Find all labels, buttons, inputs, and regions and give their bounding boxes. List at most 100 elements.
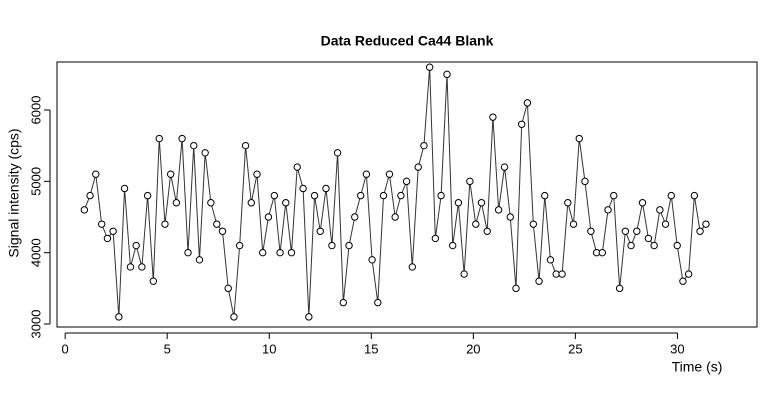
- data-point: [270, 191, 279, 200]
- chart-title: Data Reduced Ca44 Blank: [321, 33, 494, 49]
- data-point: [230, 313, 238, 321]
- data-point: [316, 227, 324, 235]
- x-tick-label: 5: [164, 341, 171, 356]
- data-point: [213, 220, 221, 228]
- data-point: [235, 241, 244, 250]
- data-point: [466, 177, 474, 186]
- data-point: [299, 184, 307, 193]
- data-point: [86, 191, 94, 200]
- x-tick-label: 0: [62, 341, 69, 356]
- data-point: [276, 248, 284, 257]
- data-point: [218, 227, 227, 235]
- data-point: [673, 241, 681, 250]
- data-point: [529, 220, 538, 228]
- data-point: [132, 241, 140, 250]
- data-point: [322, 184, 330, 193]
- data-point: [149, 277, 158, 285]
- y-axis-title: Signal intensity (cps): [6, 128, 22, 257]
- data-point: [558, 270, 566, 278]
- data-point: [564, 199, 572, 207]
- data-point: [97, 220, 106, 228]
- data-point: [627, 241, 635, 250]
- data-point: [374, 298, 382, 307]
- data-point: [483, 227, 491, 235]
- data-point: [178, 134, 186, 143]
- data-point: [385, 170, 394, 178]
- data-point: [120, 184, 129, 193]
- data-point: [644, 234, 653, 243]
- data-point: [523, 99, 532, 107]
- data-point: [610, 191, 618, 200]
- data-point: [512, 284, 520, 293]
- data-point: [293, 163, 301, 171]
- data-point: [166, 170, 175, 178]
- data-point: [207, 199, 215, 207]
- data-point: [661, 220, 670, 228]
- data-point: [402, 177, 411, 186]
- data-point: [247, 199, 255, 207]
- data-point: [339, 298, 348, 307]
- data-point: [379, 191, 388, 200]
- data-point: [500, 163, 509, 171]
- data-point: [569, 220, 578, 228]
- y-tick-label: 4000: [28, 238, 43, 267]
- data-point: [172, 199, 181, 207]
- data-point: [431, 234, 440, 243]
- data-point: [546, 256, 555, 264]
- data-point: [328, 241, 336, 250]
- data-point: [397, 191, 405, 200]
- y-tick-label: 6000: [28, 96, 43, 125]
- plot-frame: [56, 61, 758, 328]
- x-axis-title: Time (s): [672, 359, 723, 375]
- data-point: [143, 191, 152, 200]
- x-tick-label: 25: [568, 341, 582, 356]
- data-point: [587, 227, 595, 235]
- data-point: [598, 248, 607, 257]
- data-point: [425, 63, 434, 71]
- data-point: [201, 149, 209, 157]
- data-point: [690, 191, 699, 200]
- data-point: [92, 170, 100, 178]
- data-point: [138, 263, 146, 271]
- x-tick-label: 15: [364, 341, 378, 356]
- data-point: [259, 248, 267, 257]
- data-point: [190, 141, 198, 150]
- data-point: [535, 277, 543, 285]
- y-tick-label: 5000: [28, 167, 43, 196]
- data-point: [615, 284, 624, 293]
- x-tick-label: 10: [262, 341, 276, 356]
- data-point: [638, 199, 647, 207]
- data-point: [333, 149, 342, 157]
- data-point: [621, 227, 630, 235]
- data-point: [581, 177, 589, 186]
- data-point: [650, 241, 658, 250]
- data-point: [310, 191, 319, 200]
- x-tick-label: 30: [670, 341, 684, 356]
- data-point: [408, 263, 417, 271]
- data-point: [477, 199, 486, 207]
- data-point: [351, 213, 359, 221]
- x-tick-label: 20: [466, 341, 480, 356]
- data-point: [103, 234, 112, 243]
- data-point: [362, 170, 371, 178]
- data-point: [155, 134, 163, 143]
- data-point: [184, 248, 192, 257]
- data-point: [667, 191, 675, 200]
- data-point: [460, 270, 468, 278]
- data-point: [195, 256, 204, 264]
- data-point: [345, 241, 353, 250]
- data-point: [264, 213, 273, 221]
- data-point: [126, 263, 135, 271]
- data-point: [305, 313, 313, 321]
- data-point: [420, 141, 428, 150]
- data-point: [702, 220, 710, 228]
- data-point: [161, 220, 169, 228]
- data-line: [83, 67, 707, 317]
- data-point: [414, 163, 422, 171]
- data-point: [287, 248, 296, 257]
- data-point: [368, 256, 376, 264]
- data-point: [109, 227, 117, 235]
- data-point: [356, 191, 365, 200]
- data-point: [575, 134, 583, 143]
- data-point: [437, 191, 445, 200]
